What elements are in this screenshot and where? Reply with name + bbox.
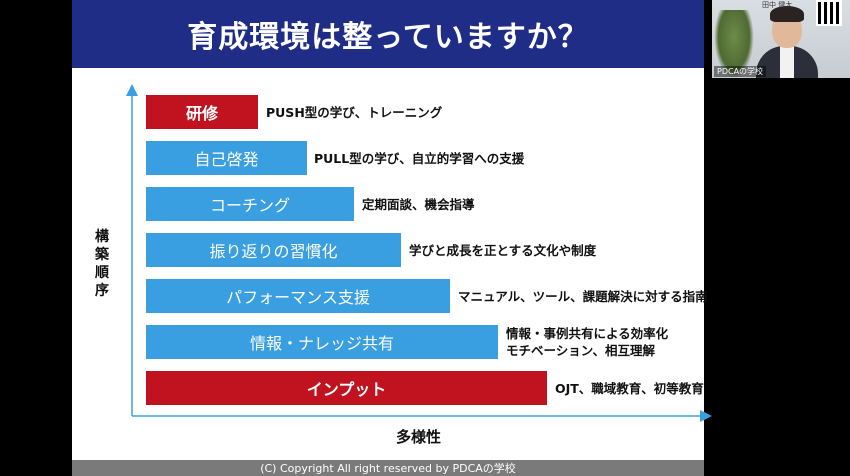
webcam-name-tag: PDCAの学校 <box>714 66 767 77</box>
bar-coaching: コーチング <box>146 187 354 221</box>
desc-line: PULL型の学び、自立的学習への支援 <box>314 151 525 166</box>
footer-text: (C) Copyright All right reserved by PDCA… <box>260 462 516 475</box>
bar-label: パフォーマンス支援 <box>226 288 370 307</box>
plant-background <box>714 10 754 78</box>
desc-line: 定期面談、機会指導 <box>362 197 475 212</box>
bar-label: コーチング <box>209 196 290 215</box>
bar-knowledge: 情報・ナレッジ共有 <box>146 325 498 359</box>
bar-label: インプット <box>306 380 387 399</box>
desc-line: マニュアル、ツール、課題解決に対する指南 <box>458 289 708 304</box>
bar-label: 情報・ナレッジ共有 <box>249 334 394 353</box>
bar-input: インプット <box>146 371 547 405</box>
bar-description: PULL型の学び、自立的学習への支援 <box>314 150 524 167</box>
desc-line: 情報・事例共有による効率化 <box>506 326 669 341</box>
title-bar: 育成環境は整っていますか？ <box>72 0 704 68</box>
webcam-video: 田中 健太 PDCAの学校 <box>712 0 850 78</box>
desc-line: モチベーション、相互理解 <box>506 343 656 358</box>
bar-label: 振り返りの習慣化 <box>209 242 338 261</box>
x-axis-label: 多様性 <box>396 428 442 446</box>
presenter-hair <box>770 6 804 22</box>
bar-description: マニュアル、ツール、課題解決に対する指南 <box>458 288 708 305</box>
bar-description: PUSH型の学び、トレーニング <box>266 104 442 121</box>
y-axis-label: 構築順序 <box>95 229 109 299</box>
desc-line: OJT、職域教育、初等教育 <box>555 381 704 396</box>
bar-performance: パフォーマンス支援 <box>146 279 450 313</box>
copyright-footer: (C) Copyright All right reserved by PDCA… <box>72 460 704 476</box>
slide-title: 育成環境は整っていますか？ <box>187 20 589 55</box>
desc-line: 学びと成長を正とする文化や制度 <box>409 243 597 258</box>
bar-label: 研修 <box>185 104 218 123</box>
bar-kenshu: 研修 <box>146 95 258 129</box>
presenter-shirt <box>780 46 794 78</box>
bar-description: OJT、職域教育、初等教育 <box>555 380 704 397</box>
bar-description: 定期面談、機会指導 <box>362 196 475 213</box>
desc-line: PUSH型の学び、トレーニング <box>266 105 443 120</box>
bar-furikaeri: 振り返りの習慣化 <box>146 233 401 267</box>
qr-code-icon <box>816 0 842 26</box>
bar-label: 自己啓発 <box>194 150 259 169</box>
bar-description: 情報・事例共有による効率化 モチベーション、相互理解 <box>506 325 668 359</box>
bar-description: 学びと成長を正とする文化や制度 <box>409 242 596 259</box>
webcam-top-name: 田中 健太 <box>762 1 793 9</box>
bar-jiko-keihatsu: 自己啓発 <box>146 141 307 175</box>
